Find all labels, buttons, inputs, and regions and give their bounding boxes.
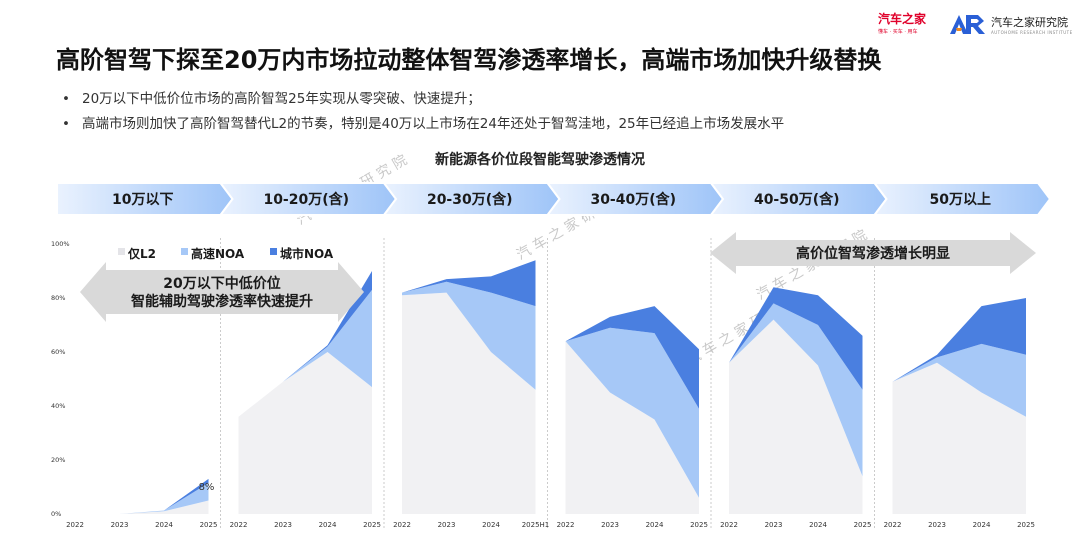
legend-label: 高速NOA <box>191 246 245 261</box>
x-tick-label: 2024 <box>809 521 827 529</box>
research-institute-logo: 汽车之家研究院 AUTOHOME RESEARCH INSTITUTE <box>948 10 1078 38</box>
x-tick-label: 2023 <box>274 521 292 529</box>
x-tick-label: 2024 <box>646 521 664 529</box>
autohome-logo-tagline: 懂车 · 买车 · 用车 <box>878 29 918 35</box>
autohome-logo: 汽车之家 懂车 · 买车 · 用车 <box>878 10 936 38</box>
data-labels: 8% <box>199 482 215 493</box>
x-tick-label: 2025 <box>854 521 872 529</box>
price-band-label: 30-40万(含) <box>590 191 676 208</box>
x-tick-label: 2023 <box>928 521 946 529</box>
x-tick-label: 2022 <box>230 521 248 529</box>
area-l2 <box>892 362 1026 514</box>
area-l2 <box>402 292 536 514</box>
right-double-arrow <box>710 232 1036 274</box>
legend-swatch <box>118 248 125 255</box>
y-tick-label: 80% <box>51 294 65 302</box>
bullet-item-low-price: 20万以下中低价位市场的高阶智驾25年实现从零突破、快速提升； <box>62 89 784 114</box>
bullet-item-high-end: 高端市场则加快了高阶智驾替代L2的节奏，特别是40万以上市场在24年还处于智驾洼… <box>62 114 784 139</box>
x-tick-label: 2025H1 <box>522 521 550 529</box>
left-arrow-line2: 智能辅助驾驶渗透率快速提升 <box>130 293 313 310</box>
ar-logo-icon <box>950 15 985 34</box>
x-tick-label: 2024 <box>973 521 991 529</box>
price-band-label: 20-30万(含) <box>427 191 513 208</box>
x-tick-label: 2023 <box>111 521 129 529</box>
x-tick-label: 2023 <box>438 521 456 529</box>
page-title: 高阶智驾下探至20万内市场拉动整体智驾渗透率增长，高端市场加快升级替换 <box>56 46 882 74</box>
area-city-noa <box>565 306 699 409</box>
y-tick-label: 0% <box>51 510 61 518</box>
x-tick-label: 2023 <box>601 521 619 529</box>
x-tick-label: 2022 <box>557 521 575 529</box>
legend-swatch <box>181 248 188 255</box>
area-highway-noa <box>729 303 863 477</box>
area-city-noa <box>729 287 863 390</box>
x-tick-label: 2023 <box>765 521 783 529</box>
research-institute-name: 汽车之家研究院 <box>991 15 1068 29</box>
area-l2 <box>75 500 209 514</box>
chart-legend: 仅L2 高速NOA 城市NOA <box>118 246 334 261</box>
area-highway-noa <box>238 289 372 417</box>
x-tick-label: 2022 <box>884 521 902 529</box>
left-double-arrow <box>80 262 364 322</box>
x-tick-label: 2025 <box>363 521 381 529</box>
x-tick-label: 2024 <box>155 521 173 529</box>
price-band-label: 10万以下 <box>112 192 173 208</box>
area-highway-noa <box>75 482 209 514</box>
price-band-arrows: 10万以下 10-20万(含) 20-30万(含) 30-40万(含) 40-50万(含… <box>56 182 1052 216</box>
x-tick-label: 2022 <box>66 521 84 529</box>
area-highway-noa <box>892 343 1026 417</box>
y-tick-label: 60% <box>51 348 65 356</box>
x-tick-label: 2022 <box>393 521 411 529</box>
area-highway-noa <box>402 281 536 390</box>
area-highway-noa <box>565 327 699 498</box>
price-band-label: 10-20万(含) <box>263 191 349 208</box>
y-tick-label: 20% <box>51 456 65 464</box>
y-axis: 0% 20% 40% 60% 80% 100% <box>51 240 70 518</box>
right-arrow-label: 高价位智驾渗透增长明显 <box>796 245 950 262</box>
x-tick-label: 2025 <box>690 521 708 529</box>
x-tick-label: 2022 <box>720 521 738 529</box>
area-city-noa <box>892 298 1026 382</box>
x-tick-label: 2025 <box>1017 521 1035 529</box>
autohome-logo-name: 汽车之家 <box>878 12 927 26</box>
area-l2 <box>729 319 863 514</box>
price-band-label: 50万以上 <box>930 192 991 208</box>
left-arrow-line1: 20万以下中低价位 <box>163 275 280 292</box>
price-band-arrow <box>872 182 1052 216</box>
legend-swatch <box>270 248 277 255</box>
area-l2 <box>565 341 699 514</box>
area-l2 <box>238 352 372 514</box>
bullet-list: 20万以下中低价位市场的高阶智驾25年实现从零突破、快速提升； 高端市场则加快了… <box>62 89 784 139</box>
y-tick-label: 100% <box>51 240 70 248</box>
x-tick-label: 2025 <box>200 521 218 529</box>
legend-label: 仅L2 <box>127 246 156 261</box>
x-tick-label: 2024 <box>482 521 500 529</box>
price-band-label: 40-50万(含) <box>754 191 840 208</box>
legend-label: 城市NOA <box>280 246 334 261</box>
area-panels <box>75 260 1026 514</box>
x-tick-label: 2024 <box>319 521 337 529</box>
area-city-noa <box>402 260 536 307</box>
x-axis-ticks: 2022 2023 2024 2025 2022 2023 2024 2025 2022 2023… <box>66 521 1035 529</box>
research-institute-en: AUTOHOME RESEARCH INSTITUTE <box>991 29 1073 35</box>
data-label: 8% <box>199 482 215 493</box>
y-tick-label: 40% <box>51 402 65 410</box>
chart-title: 新能源各价位段智能驾驶渗透情况 <box>435 152 645 168</box>
